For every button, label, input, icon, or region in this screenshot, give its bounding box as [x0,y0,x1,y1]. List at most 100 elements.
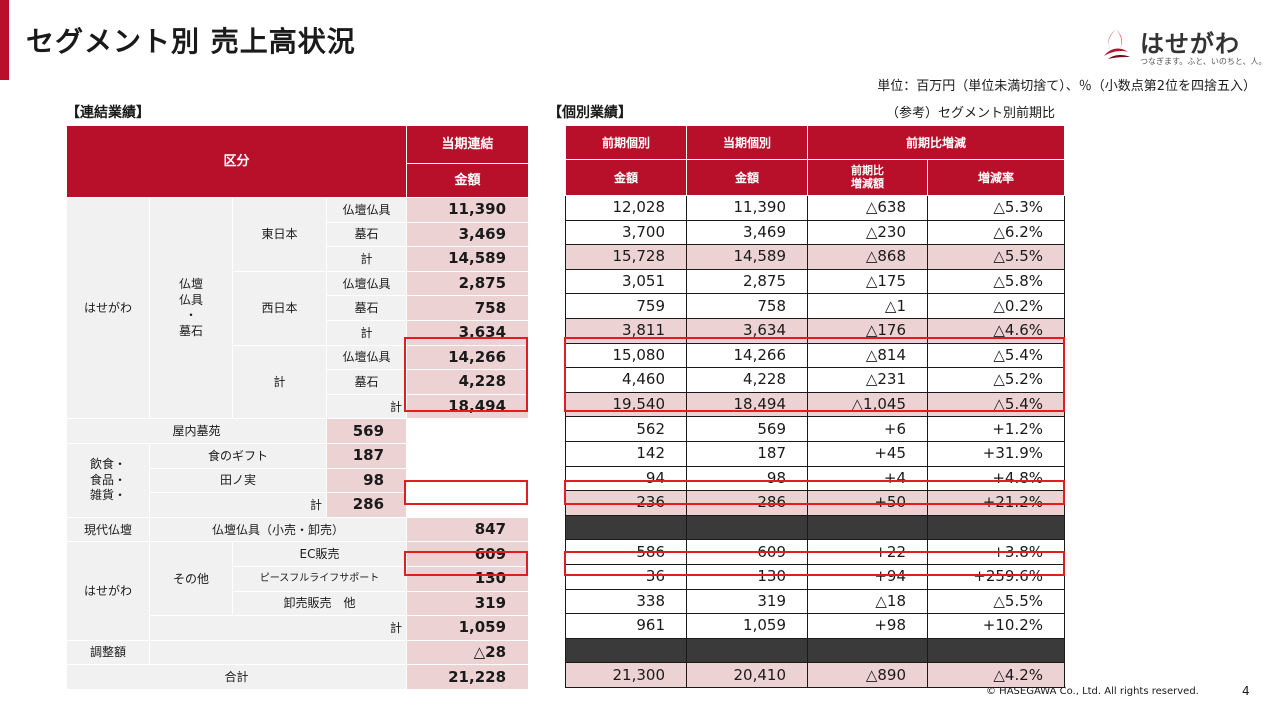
value-cell: 14,589 [406,246,530,272]
cell-diff: △890 [807,662,928,688]
table-row: 586 609 +22 +3.8% [565,539,1066,565]
header-category: 区分 [65,125,408,198]
row-label: 卸売販売 他 [231,590,408,617]
table-row: 3,051 2,875 △175 △5.8% [565,268,1066,295]
cell-prev: 759 [565,293,687,319]
table-row: 19,540 18,494 △1,045 △5.4% [565,391,1066,418]
cell-diff: △868 [807,244,928,270]
value-cell: 319 [406,590,530,617]
header-yoy: 前期比増減 [806,125,1066,160]
cell-curr: 609 [686,539,808,565]
cell-curr: 18,494 [686,391,808,418]
cell-rate [926,514,1066,541]
empty-cell [148,639,408,666]
value-cell: 4,228 [406,369,530,395]
label-west-japan: 西日本 [232,270,327,346]
cell-prev: 961 [565,613,687,639]
value-cell: 609 [406,541,530,567]
value-cell: 847 [406,516,530,543]
row-label: 計 [325,393,408,420]
value-cell: 758 [406,295,530,321]
table-row: 36 130 +94 +259.6% [565,563,1066,590]
header-rate: 増減率 [926,159,1066,196]
label-butsudan-boseki: 仏壇 仏具 ・ 墓石 [149,196,233,420]
cell-diff: △1 [807,293,928,319]
cell-curr: 98 [686,465,808,492]
page-title: セグメント別 売上高状況 [26,25,356,58]
cell-curr: 286 [686,490,808,516]
row-label: 計 [149,492,327,518]
title-accent-bar [0,0,9,80]
header-prev: 前期個別 [565,125,687,160]
table-row: 21,300 20,410 △890 △4.2% [565,662,1066,688]
cell-rate: △4.6% [926,317,1066,344]
value-cell: 2,875 [406,270,530,297]
cell-rate: △5.8% [926,268,1066,295]
row-label: 田ノ実 [149,467,327,494]
individual-table: 前期個別 当期個別 前期比増減 金額 金額 前期比 増減額 増減率 12,028… [565,125,1066,688]
cell-diff: △176 [807,317,928,344]
table-row [565,514,1066,541]
value-cell: 98 [325,467,408,494]
value-cell: 18,494 [406,393,530,420]
table-row: 15,728 14,589 △868 △5.5% [565,244,1066,270]
cell-curr: 569 [686,416,808,442]
cell-rate: +10.2% [926,613,1066,639]
table-row: 94 98 +4 +4.8% [565,465,1066,492]
cell-diff: △230 [807,219,928,246]
copyright: © HASEGAWA Co., Ltd. All rights reserved… [986,686,1199,697]
logo-wordmark: はせがわ [1140,30,1240,58]
row-label: 計 [325,246,408,272]
cell-curr: 4,228 [686,367,808,393]
table-row: 142 187 +45 +31.9% [565,440,1066,467]
row-label: ピースフルライフサポート [231,565,408,592]
cell-rate: △5.3% [926,195,1066,221]
cell-diff: △1,045 [807,391,928,418]
value-cell: 3,469 [406,221,530,248]
header-diff: 前期比 増減額 [807,159,928,196]
cell-rate: △5.5% [926,244,1066,270]
table-row: 961 1,059 +98 +10.2% [565,613,1066,639]
cell-prev: 4,460 [565,367,687,393]
cell-diff: △231 [807,367,928,393]
company-logo: はせがわ つなぎます。ふと、いのちと、人。 [1098,24,1267,68]
table-row: 759 758 △1 △0.2% [565,293,1066,319]
table-row: 562 569 +6 +1.2% [565,416,1066,442]
cell-prev: 3,811 [565,317,687,344]
cell-diff: △18 [807,588,928,615]
cell-rate: △4.2% [926,662,1066,688]
cell-prev: 562 [565,416,687,442]
cell-diff: +98 [807,613,928,639]
header-prev-amount: 金額 [565,159,687,196]
cell-prev: 36 [565,563,687,590]
row-label: 墓石 [325,295,408,321]
cell-rate: △0.2% [926,293,1066,319]
cell-prev: 338 [565,588,687,615]
cell-prev: 3,051 [565,268,687,295]
hasegawa-logo-icon [1104,29,1130,59]
label-hasegawa-other: はせがわ [66,541,150,641]
value-cell: 14,266 [406,344,530,371]
cell-curr: 187 [686,440,808,467]
cell-diff: +94 [807,563,928,590]
cell-curr: 1,059 [686,613,808,639]
cell-diff: +45 [807,440,928,467]
table-row: 15,080 14,266 △814 △5.4% [565,342,1066,369]
cell-rate: +21.2% [926,490,1066,516]
cell-prev: 142 [565,440,687,467]
label-adjust: 調整額 [66,639,150,666]
cell-curr [686,514,808,541]
page-number: 4 [1242,684,1250,698]
cell-rate: △5.2% [926,367,1066,393]
table-row: 12,028 11,390 △638 △5.3% [565,195,1066,221]
header-curr-amount: 金額 [686,159,808,196]
value-cell: 187 [325,442,408,469]
label-hasegawa: はせがわ [66,196,150,420]
value-cell: 130 [406,565,530,592]
value-cell: △28 [406,639,530,666]
row-label: 仏壇仏具 [325,197,408,223]
cell-curr: 20,410 [686,662,808,688]
consolidated-table: 区分 当期連結 金額 はせがわ 仏壇 仏具 ・ 墓石 東日本 仏壇仏具 11,3… [65,125,530,690]
row-label: 仏壇仏具（小売・卸売） [148,516,408,543]
row-label: 計 [325,319,408,346]
